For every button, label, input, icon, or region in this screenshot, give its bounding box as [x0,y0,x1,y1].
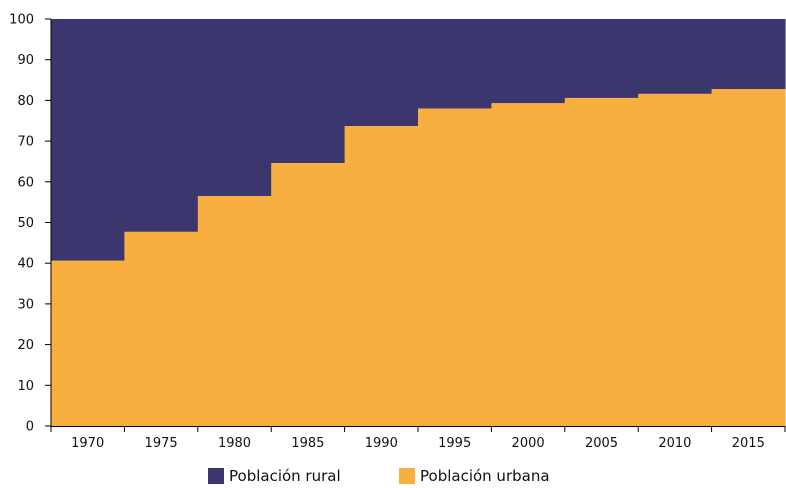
y-tick-label-10: 10 [17,379,34,394]
bar-rural-1980 [197,19,272,197]
x-tick-label-1995: 1995 [438,436,471,451]
legend-label-urban: Población urbana [420,467,550,485]
y-tick-label-80: 80 [17,94,34,109]
y-tick-label-50: 50 [17,216,34,231]
bar-urban-2000 [491,103,566,427]
x-tick-label-2000: 2000 [512,436,545,451]
x-tick-label-1980: 1980 [218,436,251,451]
y-tick-label-0: 0 [26,420,34,435]
bar-urban-2015 [711,89,786,426]
legend-item-rural: Población rural [208,466,341,486]
legend-label-rural: Población rural [229,467,341,485]
x-tick-label-1970: 1970 [71,436,104,451]
x-tick-label-2010: 2010 [658,436,691,451]
bar-rural-1990 [344,19,419,127]
legend-swatch-rural [208,468,224,484]
bar-rural-1970 [51,19,125,261]
y-tick-label-40: 40 [17,257,34,272]
legend-swatch-urban [399,468,415,484]
bar-urban-1990 [344,126,419,426]
x-tick-label-2015: 2015 [732,436,765,451]
bar-rural-2010 [638,19,713,94]
bar-urban-2005 [564,97,639,426]
bar-rural-2005 [564,19,639,98]
bar-rural-1995 [418,19,492,109]
y-tick-label-100: 100 [9,13,34,28]
bar-urban-1975 [124,231,199,426]
bar-rural-2000 [491,19,566,104]
bar-urban-1980 [197,196,272,426]
bar-rural-1975 [124,19,199,232]
bar-rural-1985 [271,19,346,164]
y-tick-label-30: 30 [17,297,34,312]
bar-rural-2015 [711,19,786,90]
x-tick-label-1975: 1975 [145,436,178,451]
y-tick-label-70: 70 [17,135,34,150]
bar-urban-2010 [638,93,713,426]
x-tick-label-1990: 1990 [365,436,398,451]
legend-item-urban: Población urbana [399,466,550,486]
bar-urban-1985 [271,163,346,426]
legend: Población rural Población urbana [0,466,786,488]
bar-urban-1970 [51,260,125,426]
x-tick-label-2005: 2005 [585,436,618,451]
y-tick-label-60: 60 [17,175,34,190]
y-tick-label-90: 90 [17,53,34,68]
y-tick-label-20: 20 [17,338,34,353]
bar-urban-1995 [418,108,492,426]
x-tick-label-1985: 1985 [291,436,324,451]
